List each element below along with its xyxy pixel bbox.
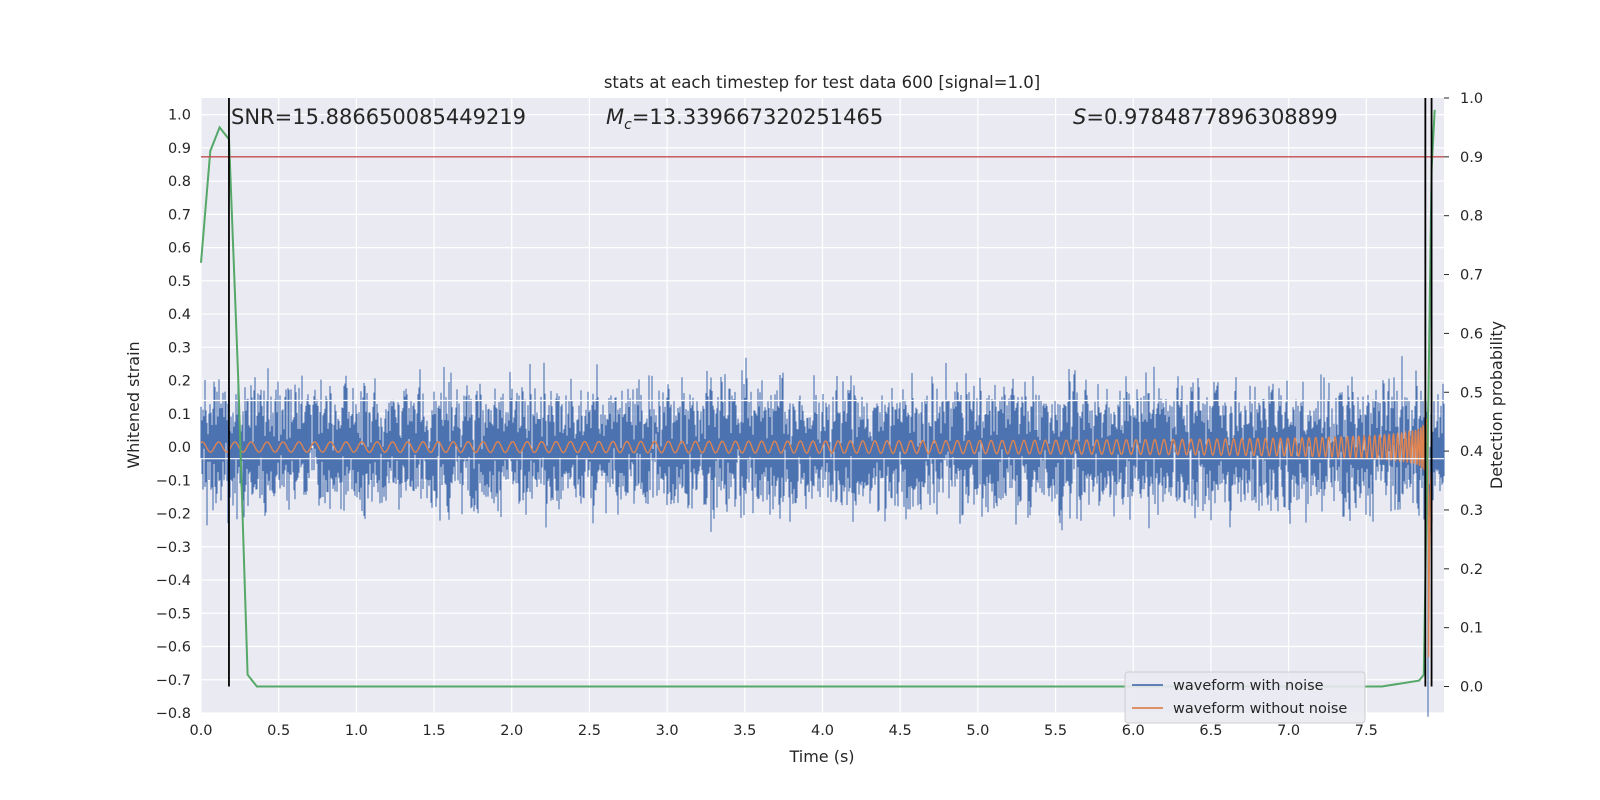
y2-tick-label: 0.8 bbox=[1460, 209, 1483, 225]
y2-tick-labels: 0.0 0.1 0.2 0.3 0.4 0.5 0.6 0.7 0.8 0.9 1.0 bbox=[1444, 91, 1483, 696]
y-tick-label: 0.9 bbox=[168, 141, 191, 157]
y2-tick-label: 0.9 bbox=[1460, 150, 1483, 166]
legend-label-with-noise: waveform with noise bbox=[1173, 678, 1324, 694]
y-tick-label: 1.0 bbox=[168, 108, 191, 124]
y-tick-label: 0.6 bbox=[168, 241, 191, 257]
series-detection-probability bbox=[200, 109, 1436, 688]
x-tick-label: 3.0 bbox=[656, 723, 679, 739]
y2-tick-label: 0.4 bbox=[1460, 444, 1483, 460]
series-waveform-with-noise bbox=[200, 356, 1445, 717]
y2-axis-label: Detection probability bbox=[1487, 321, 1506, 489]
legend-box bbox=[1124, 671, 1366, 724]
y-tick-label: 0.0 bbox=[168, 440, 191, 456]
y-tick-label: 0.7 bbox=[168, 207, 191, 223]
y2-tick-label: 0.3 bbox=[1460, 503, 1483, 519]
x-tick-labels: 0.0 0.5 1.0 1.5 2.0 2.5 3.0 3.5 4.0 4.5 5.0 5.5 6.0 6… bbox=[189, 723, 1377, 739]
y-tick-label: 0.2 bbox=[168, 374, 191, 390]
x-tick-label: 0.5 bbox=[267, 723, 290, 739]
legend-label-without-noise: waveform without noise bbox=[1173, 701, 1347, 717]
x-tick-label: 5.5 bbox=[1044, 723, 1067, 739]
series-waveform-without-noise bbox=[200, 407, 1433, 658]
x-tick-label: 3.5 bbox=[733, 723, 756, 739]
y2-tick-label: 1.0 bbox=[1460, 91, 1483, 107]
y-tick-label: −0.7 bbox=[156, 673, 191, 689]
y-axis-label: Whitened strain bbox=[124, 341, 143, 468]
x-tick-label: 7.5 bbox=[1355, 723, 1378, 739]
chirp-mass-symbol: M bbox=[606, 105, 624, 129]
y2-tick-label: 0.6 bbox=[1460, 326, 1483, 342]
x-tick-label: 1.0 bbox=[345, 723, 368, 739]
y-tick-label: 0.4 bbox=[168, 307, 191, 323]
y-tick-label: 0.8 bbox=[168, 174, 191, 190]
y-tick-label: 0.1 bbox=[168, 407, 191, 423]
y-tick-label: −0.2 bbox=[156, 507, 191, 523]
x-tick-label: 4.5 bbox=[889, 723, 912, 739]
x-axis-label: Time (s) bbox=[788, 747, 854, 766]
y-tick-label: −0.8 bbox=[156, 706, 191, 722]
y-tick-label: −0.1 bbox=[156, 473, 191, 489]
y-tick-label: −0.5 bbox=[156, 606, 191, 622]
y2-tick-label: 0.0 bbox=[1460, 680, 1483, 696]
x-tick-label: 6.5 bbox=[1199, 723, 1222, 739]
chirp-mass-value: =13.339667320251465 bbox=[632, 105, 883, 129]
y2-tick-label: 0.2 bbox=[1460, 562, 1483, 578]
x-tick-label: 2.5 bbox=[578, 723, 601, 739]
x-tick-label: 0.0 bbox=[189, 723, 212, 739]
legend: waveform with noise waveform without noi… bbox=[1124, 671, 1366, 724]
x-tick-label: 6.0 bbox=[1122, 723, 1145, 739]
x-tick-label: 4.0 bbox=[811, 723, 834, 739]
y-tick-label: −0.4 bbox=[156, 573, 191, 589]
y-tick-label: 0.3 bbox=[168, 340, 191, 356]
y-tick-label: −0.3 bbox=[156, 540, 191, 556]
x-tick-label: 1.5 bbox=[423, 723, 446, 739]
x-tick-label: 7.0 bbox=[1277, 723, 1300, 739]
y-tick-label: −0.6 bbox=[156, 640, 191, 656]
y2-tick-label: 0.7 bbox=[1460, 268, 1483, 284]
y2-tick-label: 0.5 bbox=[1460, 385, 1483, 401]
chart-title: stats at each timestep for test data 600… bbox=[604, 73, 1040, 92]
score-symbol: S bbox=[1073, 105, 1086, 129]
chirp-mass-subscript: c bbox=[624, 117, 632, 133]
score-value: =0.9784877896308899 bbox=[1086, 105, 1337, 129]
y-tick-label: 0.5 bbox=[168, 274, 191, 290]
x-tick-label: 2.0 bbox=[500, 723, 523, 739]
y-tick-labels: −0.8 −0.7 −0.6 −0.5 −0.4 −0.3 −0.2 −0.1 0.0 0.1 0.… bbox=[156, 108, 191, 722]
chirp-mass-annotation: Mc=13.339667320251465 bbox=[606, 105, 883, 133]
series-layer bbox=[200, 109, 1445, 717]
x-tick-label: 5.0 bbox=[966, 723, 989, 739]
reference-lines bbox=[201, 98, 1444, 687]
score-annotation: S=0.9784877896308899 bbox=[1073, 105, 1338, 129]
snr-annotation: SNR=15.886650085449219 bbox=[231, 105, 526, 129]
y2-tick-label: 0.1 bbox=[1460, 621, 1483, 637]
